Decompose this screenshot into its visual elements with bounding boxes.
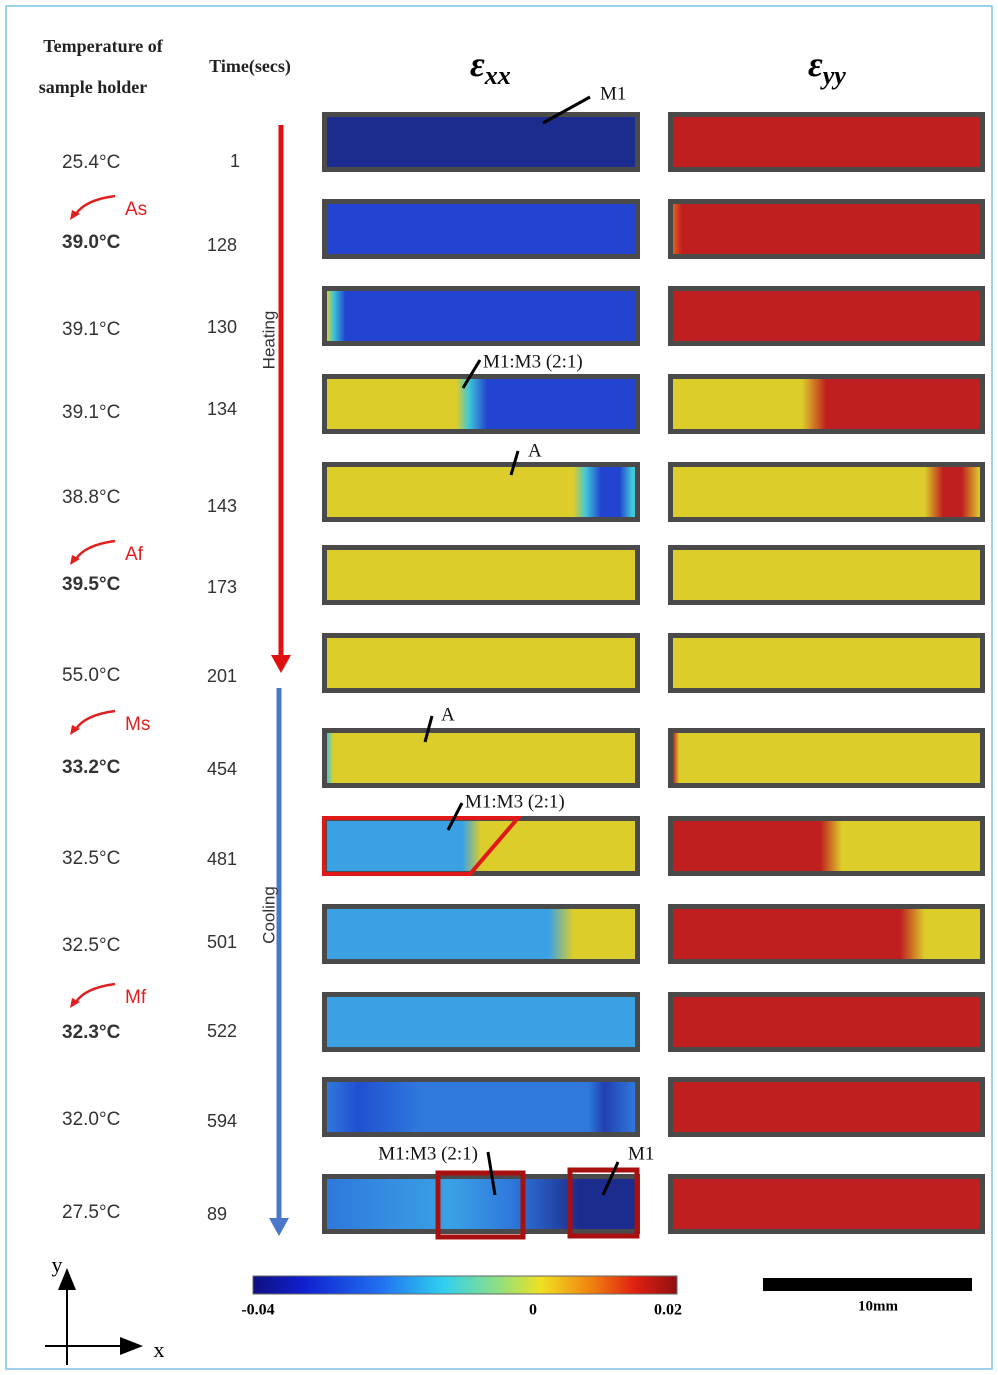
strain-map — [327, 1179, 635, 1229]
annotation: M1 — [628, 1143, 654, 1164]
strain-map — [327, 379, 635, 429]
annotation: M1 — [600, 83, 626, 104]
cooling-arrowhead — [269, 1218, 289, 1236]
strain-map — [673, 733, 980, 783]
time: 501 — [207, 932, 237, 952]
temperature: 32.5°C — [62, 935, 120, 956]
strain-map — [327, 638, 635, 688]
transition-arrow — [76, 711, 115, 729]
strain-map — [673, 1179, 980, 1229]
time: 1 — [230, 151, 240, 171]
header-temp: Temperature of — [43, 36, 163, 56]
annotation: M1:M3 (2:1) — [378, 1143, 478, 1164]
strain-map — [673, 997, 980, 1047]
strain-map — [673, 821, 980, 871]
time: 201 — [207, 666, 237, 686]
strain-map — [673, 638, 980, 688]
transition-arrow — [76, 984, 115, 1002]
header-eyy: εyy — [808, 44, 846, 90]
cooling-label: Cooling — [259, 886, 278, 944]
header-temp: sample holder — [39, 77, 148, 97]
x-arrowhead — [120, 1337, 143, 1355]
strain-map — [673, 467, 980, 517]
temperature: 32.3°C — [62, 1022, 121, 1043]
strain-map — [327, 550, 635, 600]
strain-map — [673, 1082, 980, 1132]
time: 130 — [207, 317, 237, 337]
temperature: 38.8°C — [62, 487, 120, 508]
strain-map — [673, 379, 980, 429]
time: 173 — [207, 577, 237, 597]
transition-arrow — [76, 541, 115, 559]
y-axis-label: y — [52, 1252, 63, 1277]
temperature: 39.1°C — [62, 402, 120, 423]
header-time: Time(secs) — [209, 56, 291, 77]
strain-map — [327, 733, 635, 783]
strain-map — [327, 997, 635, 1047]
temperature: 39.1°C — [62, 319, 120, 340]
strain-map — [673, 117, 980, 167]
transition-label: Ms — [125, 714, 150, 735]
annotation: A — [441, 704, 455, 725]
temperature: 32.0°C — [62, 1109, 120, 1130]
transition-label: Af — [125, 544, 144, 565]
transition-arrow — [76, 196, 115, 214]
transition-label: As — [125, 199, 147, 220]
time: 522 — [207, 1021, 237, 1041]
time: 134 — [207, 399, 237, 419]
scale-bar-label: 10mm — [858, 1298, 898, 1314]
heating-label: Heating — [259, 311, 278, 370]
time: 143 — [207, 496, 237, 516]
time: 481 — [207, 849, 237, 869]
strain-map — [673, 204, 980, 254]
colorbar-tick: -0.04 — [241, 1302, 274, 1319]
time: 128 — [207, 235, 237, 255]
time: 594 — [207, 1111, 237, 1131]
strain-map — [673, 291, 980, 341]
strain-map — [327, 291, 635, 341]
transition-label: Mf — [125, 987, 147, 1008]
header-exx: εxx — [470, 44, 511, 90]
annotation: A — [528, 440, 542, 461]
annotation: M1:M3 (2:1) — [465, 791, 565, 812]
figure: Temperature of sample holder Time(secs) … — [0, 0, 998, 1375]
strain-map — [327, 1082, 635, 1132]
time: 454 — [207, 759, 237, 779]
time: 89 — [207, 1204, 227, 1224]
colorbar — [253, 1276, 677, 1294]
temperature: 39.0°C — [62, 232, 121, 253]
colorbar-tick: 0 — [529, 1302, 537, 1319]
scale-bar — [763, 1278, 972, 1291]
strain-map — [327, 467, 635, 517]
colorbar-tick: 0.02 — [654, 1302, 682, 1319]
strain-map — [673, 909, 980, 959]
temperature: 27.5°C — [62, 1202, 120, 1223]
temperature: 55.0°C — [62, 665, 120, 686]
annotation: M1:M3 (2:1) — [483, 351, 583, 372]
strain-map — [327, 909, 635, 959]
heating-arrowhead — [271, 655, 291, 673]
temperature: 25.4°C — [62, 152, 120, 173]
strain-map — [673, 550, 980, 600]
temperature: 33.2°C — [62, 757, 121, 778]
temperature: 39.5°C — [62, 574, 121, 595]
strain-map — [327, 117, 635, 167]
strain-map — [327, 204, 635, 254]
x-axis-label: x — [154, 1337, 165, 1362]
temperature: 32.5°C — [62, 848, 120, 869]
